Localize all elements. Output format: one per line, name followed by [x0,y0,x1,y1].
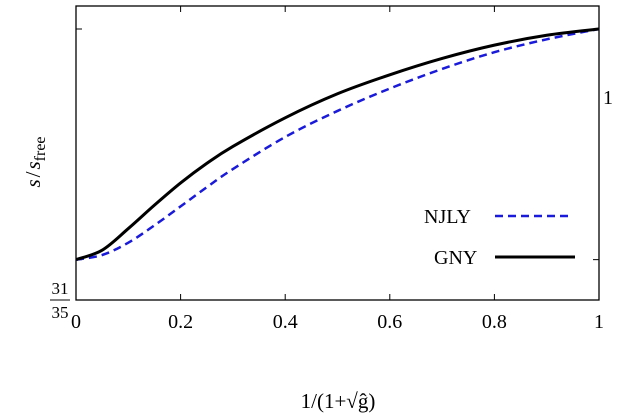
series-line-njly [75,27,600,261]
series-layer [75,27,600,262]
x-axis-tick-labels: 0 0.2 0.4 0.6 0.8 1 [71,311,604,333]
x-tick-label-0: 0 [71,311,81,333]
y-tick-label-low-numerator: 31 [52,279,69,298]
x-tick-label-2: 0.4 [273,311,298,333]
y-axis-ticks [76,28,599,261]
legend-label-njly: NJLY [424,206,471,228]
y-tick-label-low-denominator: 35 [52,303,69,322]
series-line-gny [75,27,600,262]
y-tick-label-high: 1 [603,87,613,109]
x-tick-label-3: 0.6 [377,311,402,333]
plot-frame [75,5,600,301]
x-tick-label-1: 0.2 [168,311,193,333]
y-axis-label: s/sfree [21,136,49,187]
x-axis-ticks [75,6,600,300]
legend: NJLY GNY [424,206,575,269]
x-tick-label-4: 0.8 [482,311,507,333]
x-tick-label-5: 1 [594,311,604,333]
legend-label-gny: GNY [434,247,477,269]
x-axis-label: 1/(1+√ĝ) [301,389,376,413]
